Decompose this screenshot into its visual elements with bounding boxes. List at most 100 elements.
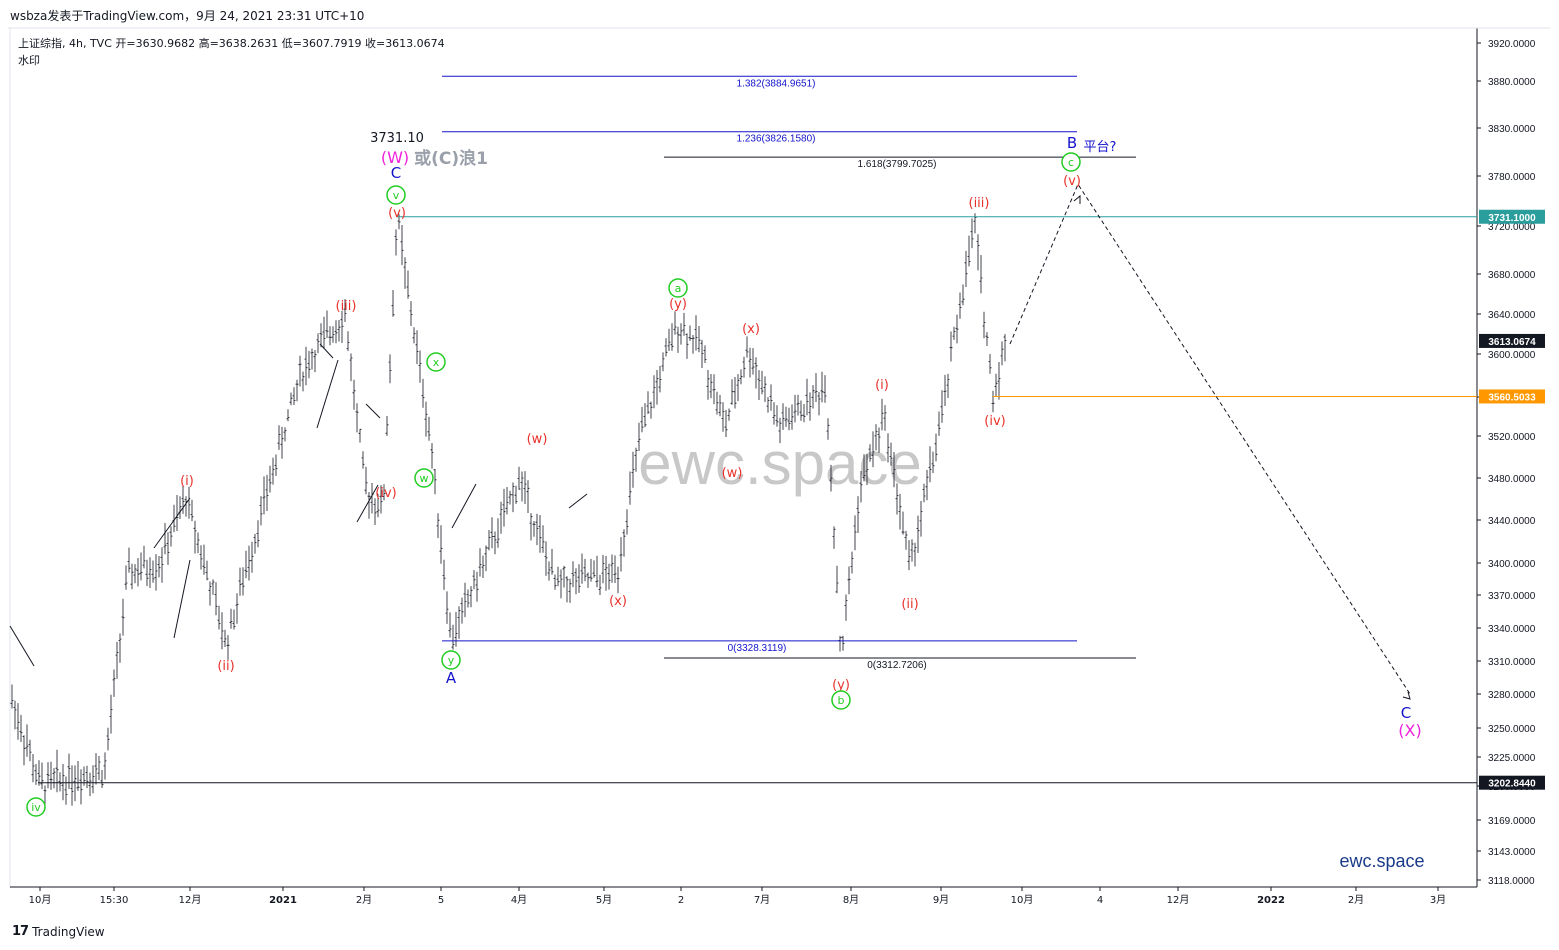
x-tick-label: 10月 <box>29 894 52 906</box>
wave-label: v <box>393 189 400 202</box>
x-tick-label: 7月 <box>754 894 770 906</box>
tradingview-logo[interactable]: 17 TradingView <box>12 924 105 939</box>
tradingview-brand: TradingView <box>32 924 105 939</box>
fib-level-label: 0(3328.3119) <box>728 643 787 654</box>
y-tick-label: 3280.0000 <box>1488 690 1536 701</box>
wave-label: C <box>1401 704 1411 722</box>
wave-label: (y) <box>832 678 850 693</box>
price-badge-label: 3613.0674 <box>1488 337 1536 348</box>
x-tick-label: 2022 <box>1257 895 1285 906</box>
wave-label: a <box>675 282 682 295</box>
projection-path[interactable] <box>1009 183 1411 695</box>
trend-segment[interactable] <box>365 403 381 419</box>
y-tick-label: 3118.0000 <box>1488 876 1535 887</box>
y-tick-label: 3440.0000 <box>1488 516 1536 527</box>
wave-label: (w) <box>722 466 743 481</box>
wave-label-circle <box>386 185 406 205</box>
x-tick-label: 5月 <box>596 894 612 906</box>
trend-segment[interactable] <box>316 359 339 429</box>
x-tick-label: 5 <box>438 895 444 906</box>
x-tick-label: 12月 <box>179 894 202 906</box>
x-tick-label: 12月 <box>1167 894 1190 906</box>
price-badge <box>1479 209 1545 224</box>
ohlc-bars <box>10 213 1007 806</box>
wave-label: iv <box>31 801 41 814</box>
trend-segment[interactable] <box>356 484 379 523</box>
x-tick-label: 9月 <box>933 894 949 906</box>
platform-label: 平台? <box>1084 140 1117 155</box>
wave-label: (y) <box>669 297 687 312</box>
wave-label: (w) <box>527 432 548 447</box>
wave-label: (iii) <box>336 299 357 314</box>
wave-label: (iv) <box>375 486 396 501</box>
wave-label-circle <box>1061 152 1081 172</box>
trend-segment[interactable] <box>451 483 477 529</box>
fib-level-label: 0(3312.7206) <box>867 660 927 671</box>
wave-label: (v) <box>1063 174 1081 189</box>
watermark-label: 水印 <box>18 54 40 67</box>
x-tick-label: 2月 <box>356 894 372 906</box>
wave-label: c <box>1068 156 1074 169</box>
price-badge <box>1479 389 1545 404</box>
y-tick-label: 3640.0000 <box>1488 310 1536 321</box>
y-tick-label: 3480.0000 <box>1488 474 1536 485</box>
y-tick-label: 3225.0000 <box>1488 753 1536 764</box>
price-badge-label: 3560.5033 <box>1488 392 1536 403</box>
fib-level-label: 1.382(3884.9651) <box>737 78 816 89</box>
wave-label: (ii) <box>901 597 918 612</box>
y-tick-label: 3830.0000 <box>1488 124 1536 135</box>
wave-label: (i) <box>875 378 889 393</box>
x-tick-label: 15:30 <box>100 895 129 906</box>
wave-label: (iii) <box>969 196 990 211</box>
w-wave-label: (W) <box>381 148 409 167</box>
publisher-header: wsbza发表于TradingView.com，9月 24, 2021 23:3… <box>10 9 365 23</box>
x-tick-label: 3月 <box>1430 894 1446 906</box>
peak-price-label: 3731.10 <box>370 131 424 146</box>
wave-label-circle <box>26 797 46 817</box>
wave-label-circle <box>426 352 446 372</box>
projection-arrowhead <box>1073 194 1081 204</box>
y-tick-label: 3780.0000 <box>1488 172 1536 183</box>
projection-arrowhead <box>1402 691 1411 700</box>
wave-label: (i) <box>180 474 194 489</box>
ohlc-bars-path <box>10 213 1007 806</box>
y-tick-label: 3600.0000 <box>1488 350 1536 361</box>
y-tick-label: 3310.0000 <box>1488 657 1536 668</box>
y-tick-label: 3520.0000 <box>1488 432 1536 443</box>
price-badge <box>1479 775 1545 790</box>
wave-label: y <box>448 654 455 667</box>
price-badge-label: 3731.1000 <box>1488 213 1536 224</box>
y-tick-label: 3143.0000 <box>1488 847 1536 858</box>
trend-segment[interactable] <box>319 343 334 359</box>
c-wave1-label: 或(C)浪1 <box>414 148 488 169</box>
wave-label-circle <box>831 690 851 710</box>
x-tick-label: 2 <box>678 895 684 906</box>
wave-label-circle <box>441 650 461 670</box>
y-tick-label: 3250.0000 <box>1488 724 1536 735</box>
wave-label: (v) <box>388 206 406 221</box>
wave-label-circle <box>668 278 688 298</box>
wave-label: (x) <box>609 594 627 609</box>
wave-label: (iv) <box>984 414 1005 429</box>
wave-label-circle <box>414 468 434 488</box>
y-tick-label: 3920.0000 <box>1488 39 1536 50</box>
y-tick-label: 3880.0000 <box>1488 77 1536 88</box>
wave-label: (X) <box>1398 721 1421 740</box>
trend-segment[interactable] <box>153 497 191 549</box>
trend-segment[interactable] <box>173 559 191 639</box>
y-tick-label: 3370.0000 <box>1488 591 1536 602</box>
wave-label: (x) <box>742 322 760 337</box>
y-tick-label: 3340.0000 <box>1488 624 1536 635</box>
trend-segment[interactable] <box>9 625 35 667</box>
wave-label: b <box>838 694 845 707</box>
tradingview-icon: 17 <box>12 924 29 939</box>
fib-level-label: 1.236(3826.1580) <box>737 134 816 145</box>
fib-level-label: 1.618(3799.7025) <box>858 159 937 170</box>
price-badge <box>1479 333 1545 348</box>
wave-label: C <box>391 164 401 182</box>
y-tick-label: 3400.0000 <box>1488 559 1536 570</box>
x-tick-label: 2月 <box>1348 894 1364 906</box>
trend-segment[interactable] <box>568 493 588 509</box>
x-tick-label: 4 <box>1097 895 1103 906</box>
